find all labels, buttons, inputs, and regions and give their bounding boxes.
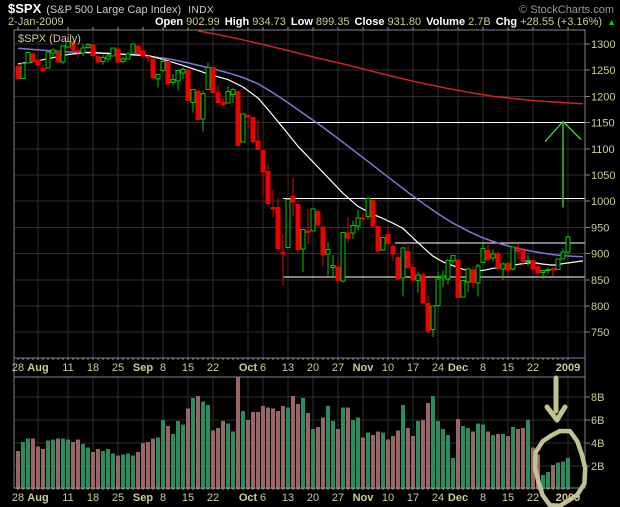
svg-text:18: 18 (87, 362, 99, 374)
change-up-icon: ▲ (607, 17, 616, 27)
svg-text:6B: 6B (591, 415, 604, 427)
symbol: $SPX (8, 1, 42, 16)
quote-open: Open 902.99 (155, 16, 220, 28)
svg-text:2B: 2B (591, 461, 604, 473)
symbol-name: (S&P 500 Large Cap Index) (46, 4, 182, 16)
svg-text:6: 6 (260, 362, 266, 374)
quote-high: High 934.73 (224, 16, 286, 28)
panel-frame (13, 29, 586, 489)
svg-text:11: 11 (62, 362, 73, 374)
volume-series (16, 377, 570, 489)
svg-text:900: 900 (591, 249, 609, 261)
svg-text:11: 11 (62, 492, 73, 504)
annotations-layer (532, 121, 588, 507)
svg-text:850: 850 (591, 275, 609, 287)
ma-line-red (197, 30, 584, 105)
svg-text:17: 17 (407, 492, 419, 504)
quote-close: Close 931.80 (354, 16, 422, 28)
svg-text:28: 28 (12, 362, 24, 374)
svg-text:10: 10 (382, 492, 394, 504)
up-arrow-annotation (544, 121, 582, 208)
svg-text:24: 24 (432, 492, 444, 504)
svg-text:Sep: Sep (133, 492, 153, 504)
stockcharts-watermark: © StockCharts.com (519, 4, 614, 16)
svg-text:24: 24 (432, 362, 444, 374)
svg-text:8B: 8B (591, 392, 604, 404)
ohlc-quote: Open 902.99 High 934.73 Low 899.35 Close 931… (155, 16, 616, 28)
svg-text:8: 8 (480, 492, 486, 504)
quote-date: 2-Jan-2009 (8, 16, 64, 28)
svg-text:Oct: Oct (239, 362, 258, 374)
svg-text:1250: 1250 (591, 65, 615, 77)
svg-text:Dec: Dec (448, 492, 468, 504)
svg-text:20: 20 (307, 492, 319, 504)
svg-text:22: 22 (527, 362, 539, 374)
svg-text:15: 15 (502, 362, 514, 374)
quote-low: Low 899.35 (290, 16, 350, 28)
svg-text:25: 25 (112, 492, 124, 504)
svg-text:13: 13 (282, 492, 294, 504)
svg-text:22: 22 (207, 492, 219, 504)
exchange: INDX (188, 5, 215, 16)
quote-volume: Volume 2.7B (426, 16, 491, 28)
svg-text:800: 800 (591, 301, 609, 313)
svg-text:27: 27 (332, 492, 344, 504)
svg-text:1200: 1200 (591, 91, 615, 103)
svg-text:Sep: Sep (133, 362, 153, 374)
svg-text:8: 8 (160, 492, 166, 504)
svg-text:1150: 1150 (591, 118, 615, 130)
svg-text:2009: 2009 (556, 362, 580, 374)
svg-text:Nov: Nov (353, 492, 375, 504)
svg-text:20: 20 (307, 362, 319, 374)
svg-text:8: 8 (480, 362, 486, 374)
svg-text:18: 18 (87, 492, 99, 504)
axis-labels: 1300 1250 1200 1150 1100 1050 1000 950 900 850 800… (12, 39, 616, 504)
svg-text:1100: 1100 (591, 144, 615, 156)
svg-text:Aug: Aug (27, 362, 48, 374)
svg-text:750: 750 (591, 327, 609, 339)
svg-text:1000: 1000 (591, 196, 615, 208)
svg-text:22: 22 (207, 362, 219, 374)
svg-text:13: 13 (282, 362, 294, 374)
svg-text:8: 8 (160, 362, 166, 374)
svg-text:27: 27 (332, 362, 344, 374)
axis-ticks (17, 27, 590, 490)
quote-change: Chg +28.55 (+3.16%) (495, 16, 603, 28)
svg-text:17: 17 (407, 362, 419, 374)
svg-text:Dec: Dec (448, 362, 468, 374)
svg-text:22: 22 (527, 492, 539, 504)
svg-text:4B: 4B (591, 438, 604, 450)
svg-text:Aug: Aug (27, 492, 48, 504)
svg-text:Nov: Nov (353, 362, 375, 374)
chart-title-overlay: $SPX (Daily) (18, 33, 81, 45)
chart-header: $SPX (S&P 500 Large Cap Index) INDX © St… (8, 1, 614, 16)
svg-text:25: 25 (112, 362, 124, 374)
svg-text:6: 6 (260, 492, 266, 504)
hand-drawn-annotation (532, 375, 588, 507)
svg-text:1300: 1300 (591, 39, 615, 51)
quote-line: 2-Jan-2009 Open 902.99 High 934.73 Low 899.… (8, 16, 616, 29)
svg-text:10: 10 (382, 362, 394, 374)
svg-text:28: 28 (12, 492, 24, 504)
svg-text:15: 15 (182, 492, 194, 504)
svg-text:950: 950 (591, 222, 609, 234)
candlestick-series (15, 37, 571, 337)
svg-text:Oct: Oct (239, 492, 258, 504)
svg-text:15: 15 (182, 362, 194, 374)
svg-text:15: 15 (502, 492, 514, 504)
svg-text:1050: 1050 (591, 170, 615, 182)
